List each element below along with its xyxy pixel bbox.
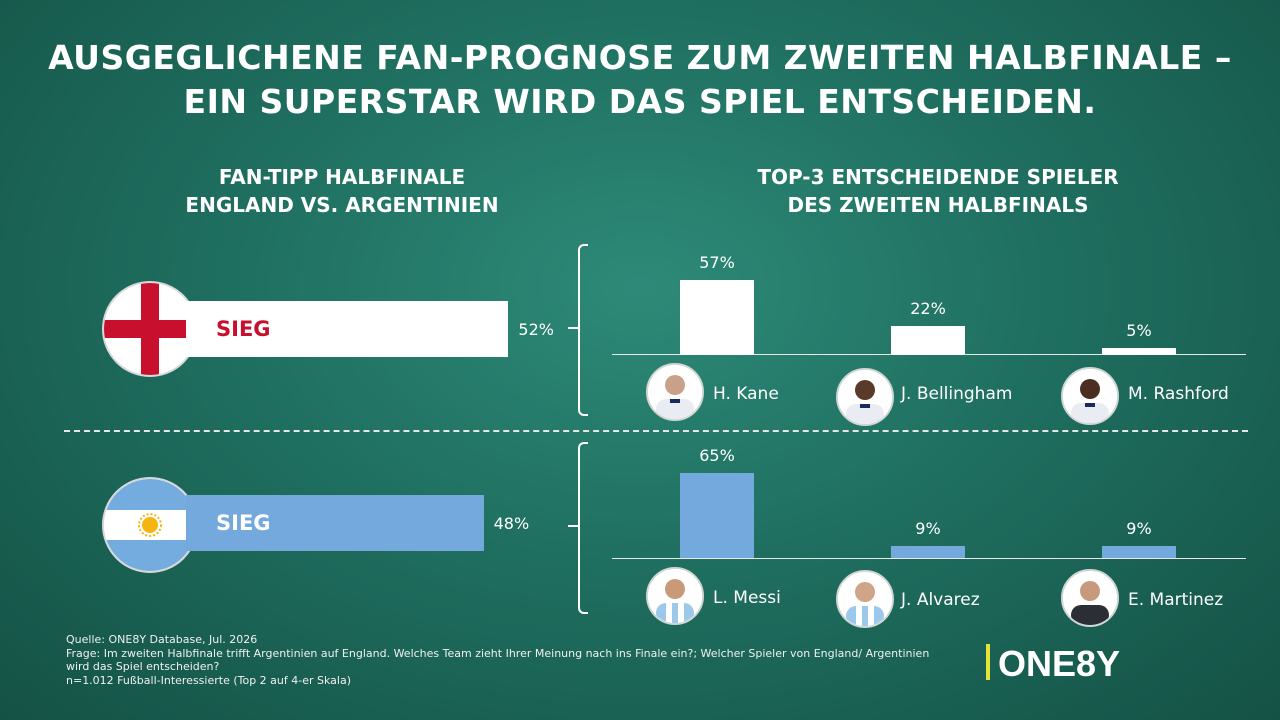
logo-text: ONE8Y [998,643,1120,684]
right-heading-line-2: DES ZWEITEN HALBFINALS [787,193,1089,217]
title-line-1: AUSGEGLICHENE FAN-PROGNOSE ZUM ZWEITEN H… [48,38,1232,77]
player-name-messi: L. Messi [713,588,781,608]
player-name-alvarez: J. Alvarez [901,590,980,610]
england-bracket [578,244,588,416]
footnote: Quelle: ONE8Y Database, Jul. 2026 Frage:… [66,633,986,687]
player-avatar-kane [646,363,704,421]
england-win-value: 52% [518,320,554,339]
argentina-win-label: SIEG [216,511,271,535]
player-avatar-martinez [1061,569,1119,627]
left-chart-heading: FAN-TIPP HALBFINALE ENGLAND VS. ARGENTIN… [162,163,522,219]
footnote-question-1: Frage: Im zweiten Halbfinale trifft Arge… [66,646,930,660]
title-line-2: EIN SUPERSTAR WIRD DAS SPIEL ENTSCHEIDEN… [183,82,1097,121]
argentina-flag-icon [102,477,198,573]
footnote-source: Quelle: ONE8Y Database, Jul. 2026 [66,633,258,646]
argentina-bracket-tick [568,525,578,527]
england-win-bar: SIEG [186,301,509,357]
england-player-bar-2 [891,326,965,355]
one8y-logo: ONE8Y [986,640,1146,684]
player-name-rashford: M. Rashford [1128,384,1229,404]
argentina-player-bar-2 [891,546,965,558]
player-avatar-bellingham [836,368,894,426]
argentina-bracket [578,442,588,614]
england-player-value-label-2: 22% [910,299,946,319]
right-chart-heading: TOP-3 ENTSCHEIDENDE SPIELER DES ZWEITEN … [688,163,1188,219]
england-player-value-label-3: 5% [1126,321,1152,341]
player-name-kane: H. Kane [713,384,779,404]
argentina-player-bar-3 [1102,546,1176,558]
england-win-label: SIEG [216,317,271,341]
argentina-win-value: 48% [493,514,530,533]
argentina-players-axis [612,558,1246,559]
player-avatar-alvarez [836,570,894,628]
left-heading-line-1: FAN-TIPP HALBFINALE [218,165,466,189]
argentina-player-value-label-1: 65% [699,446,735,465]
argentina-player-value-label-3: 9% [1126,519,1152,539]
player-name-martinez: E. Martinez [1128,590,1224,610]
footnote-question-2: wird das Spiel entscheiden? [66,660,220,673]
player-name-bellingham: J. Bellingham [901,384,1013,404]
page-title: AUSGEGLICHENE FAN-PROGNOSE ZUM ZWEITEN H… [40,36,1240,124]
england-player-value-label-1: 57% [699,253,735,273]
england-player-bar-1 [680,280,754,355]
section-divider [64,430,1248,432]
england-player-bar-3 [1102,348,1176,355]
argentina-player-bar-1 [680,473,754,558]
england-flag-icon [102,281,198,377]
left-heading-line-2: ENGLAND VS. ARGENTINIEN [185,193,499,217]
player-avatar-rashford [1061,367,1119,425]
player-avatar-messi [646,567,704,625]
right-heading-line-1: TOP-3 ENTSCHEIDENDE SPIELER [757,165,1119,189]
footnote-sample: n=1.012 Fußball-Interessierte (Top 2 auf… [66,673,352,687]
england-bracket-tick [568,327,578,329]
argentina-player-value-label-2: 9% [915,519,941,539]
argentina-win-bar: SIEG [186,495,484,551]
